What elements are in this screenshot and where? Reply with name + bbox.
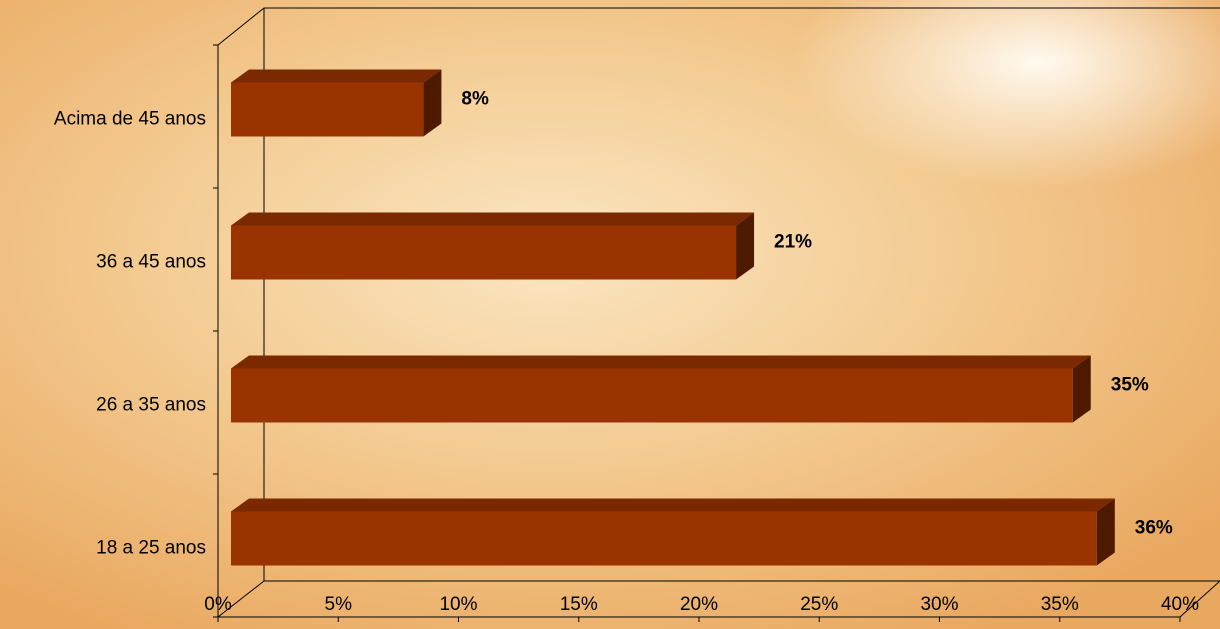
value-label: 8% (461, 89, 489, 110)
x-tick-label: 20% (680, 594, 718, 615)
bar (231, 355, 1091, 423)
x-tick-label: 40% (1161, 594, 1199, 615)
y-tick-label: Acima de 45 anos (54, 109, 206, 130)
y-tick-label: 18 a 25 anos (96, 538, 206, 559)
x-tick-label: 30% (920, 594, 958, 615)
bar-side (736, 212, 755, 280)
value-label: 36% (1135, 518, 1173, 539)
bar (231, 498, 1115, 566)
value-label: 21% (774, 232, 812, 253)
bar-front (231, 511, 1097, 566)
y-tick-label: 36 a 45 anos (96, 252, 206, 273)
bar-front (231, 225, 737, 280)
bar (231, 212, 755, 280)
bar-side (1072, 355, 1091, 423)
bar-front (231, 82, 424, 137)
x-tick-label: 5% (325, 594, 353, 615)
y-tick-label: 26 a 35 anos (96, 395, 206, 416)
bar-side (423, 69, 442, 137)
x-tick-label: 15% (560, 594, 598, 615)
x-tick-label: 10% (439, 594, 477, 615)
bar-front (231, 368, 1073, 423)
bar-top (231, 212, 755, 226)
x-tick-label: 0% (204, 594, 232, 615)
bar-side (1096, 498, 1115, 566)
x-tick-label: 35% (1041, 594, 1079, 615)
value-label: 35% (1111, 375, 1149, 396)
floor-left (217, 580, 265, 618)
bar (231, 69, 442, 137)
bar-top (231, 355, 1091, 369)
bar-top (231, 498, 1115, 512)
floor-right (1179, 580, 1220, 618)
x-tick-label: 25% (800, 594, 838, 615)
bar-top (231, 69, 442, 83)
